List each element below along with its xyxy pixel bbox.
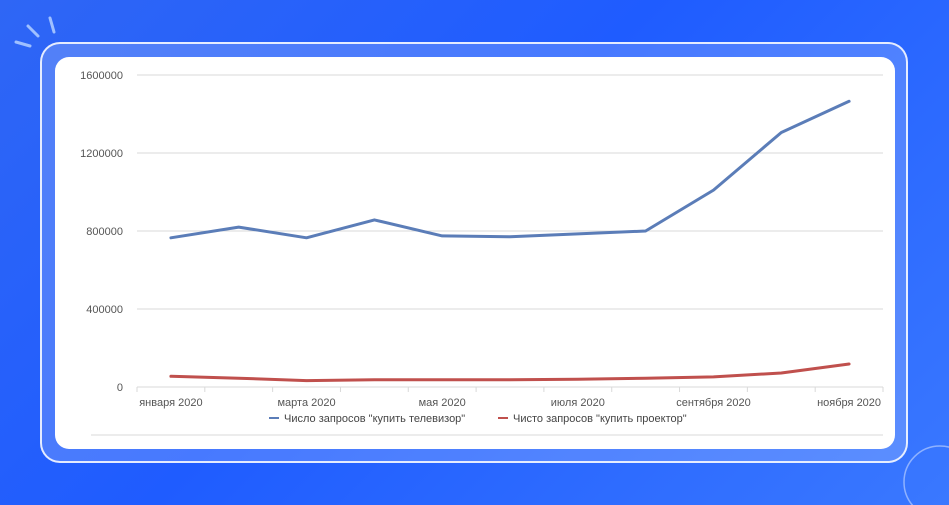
y-tick-label: 1200000 bbox=[80, 148, 123, 160]
y-tick-label: 800000 bbox=[86, 226, 123, 238]
legend-label: Чисто запросов "купить проектор" bbox=[513, 413, 687, 425]
line-chart: 0 400000 800000 1200000 1600000 января 2020 ма… bbox=[80, 70, 884, 436]
x-tick-label: июля 2020 bbox=[551, 397, 605, 409]
x-tick-label: сентября 2020 bbox=[676, 397, 750, 409]
y-tick-label: 1600000 bbox=[80, 70, 123, 82]
x-tick-label: января 2020 bbox=[139, 397, 202, 409]
decorative-strokes-icon bbox=[14, 16, 56, 48]
x-tick-label: ноября 2020 bbox=[817, 397, 881, 409]
series-line-2 bbox=[169, 362, 851, 383]
chart-card: 0 400000 800000 1200000 1600000 января 2020 ма… bbox=[55, 57, 895, 449]
series-line-1 bbox=[169, 99, 851, 240]
legend-label: Число запросов "купить телевизор" bbox=[284, 413, 465, 425]
x-tick-label: мая 2020 bbox=[419, 397, 466, 409]
decorative-circle-icon bbox=[903, 445, 949, 505]
y-tick-label: 400000 bbox=[86, 304, 123, 316]
x-tick-label: марта 2020 bbox=[277, 397, 335, 409]
y-tick-label: 0 bbox=[117, 382, 123, 394]
